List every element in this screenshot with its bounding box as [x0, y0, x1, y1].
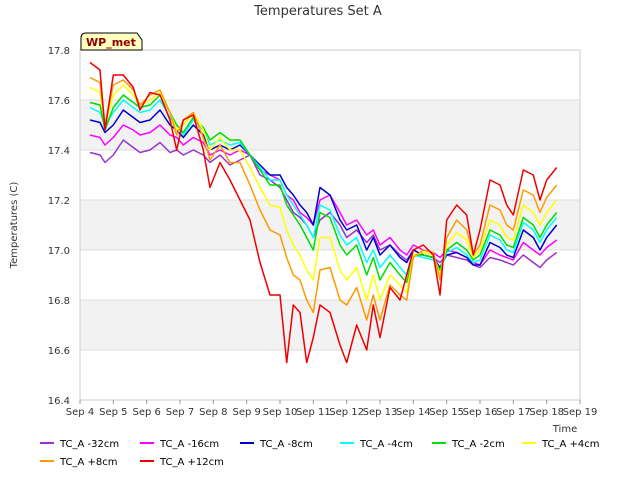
- x-tick-label: Sep 15: [429, 407, 464, 418]
- y-tick-label: 17.4: [48, 146, 70, 157]
- x-tick-label: Sep 18: [529, 407, 564, 418]
- y-axis-ticks: 16.4 16.6 16.8 17.0 17.2 17.4 17.6 17.8: [48, 46, 70, 407]
- series-line: [89, 76, 558, 321]
- series-line: [89, 61, 558, 364]
- x-tick-label: Sep 17: [496, 407, 531, 418]
- y-tick-label: 17.6: [48, 96, 70, 107]
- badge-shape: [80, 32, 143, 51]
- background-band: [80, 100, 580, 150]
- badge-label: WP_met: [86, 36, 136, 49]
- x-axis-ticks: Sep 4 Sep 5 Sep 6 Sep 7 Sep 8 Sep 9 Sep 10Sep …: [66, 400, 598, 418]
- wp-met-badge: WP_met: [80, 32, 143, 51]
- plot-frame: [79, 49, 581, 401]
- x-tick-label: Sep 19: [563, 407, 598, 418]
- x-tick-label: Sep 11: [296, 407, 331, 418]
- series-line: [89, 139, 558, 269]
- x-tick-label: Sep 14: [396, 407, 431, 418]
- y-tick-label: 16.8: [48, 296, 70, 307]
- legend-label: TC_A -16cm: [159, 439, 219, 450]
- x-axis-title: Time: [552, 424, 577, 435]
- legend-label: TC_A -2cm: [451, 439, 505, 450]
- x-tick-label: Sep 8: [199, 407, 227, 418]
- legend-label: TC_A +4cm: [541, 439, 600, 450]
- legend-label: TC_A -32cm: [59, 439, 119, 450]
- x-tick-label: Sep 4: [66, 407, 94, 418]
- legend-label: TC_A +12cm: [159, 457, 224, 468]
- legend: TC_A -32cm TC_A -16cm TC_A -8cm TC_A -4cm TC…: [40, 439, 600, 468]
- y-tick-label: 17.8: [48, 46, 70, 57]
- y-tick-label: 16.6: [48, 346, 70, 357]
- x-tick-label: Sep 10: [263, 407, 298, 418]
- y-tick-label: 17.2: [48, 196, 70, 207]
- legend-label: TC_A +8cm: [59, 457, 118, 468]
- x-tick-label: Sep 5: [99, 407, 127, 418]
- y-tick-label: 16.4: [48, 396, 70, 407]
- x-tick-label: Sep 7: [166, 407, 194, 418]
- x-tick-label: Sep 9: [232, 407, 260, 418]
- background-band: [80, 300, 580, 350]
- legend-label: TC_A -8cm: [259, 439, 313, 450]
- y-tick-label: 17.0: [48, 246, 70, 257]
- chart-title: Temperatures Set A: [253, 4, 382, 19]
- x-tick-label: Sep 12: [329, 407, 364, 418]
- x-tick-label: Sep 16: [463, 407, 498, 418]
- legend-label: TC_A -4cm: [359, 439, 413, 450]
- series-lines: [89, 61, 558, 364]
- x-tick-label: Sep 6: [132, 407, 160, 418]
- y-axis-title: Temperatures (C): [9, 182, 20, 270]
- x-tick-label: Sep 13: [363, 407, 398, 418]
